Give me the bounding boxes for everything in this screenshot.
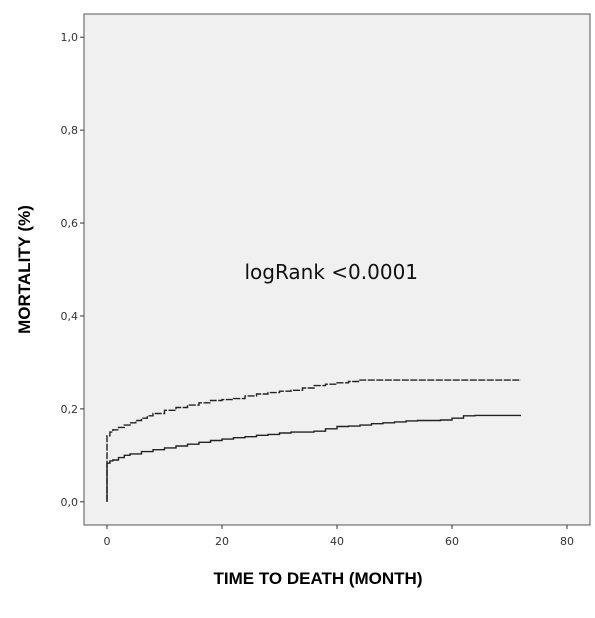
x-tick-label: 40 <box>330 535 344 548</box>
axes-layer: 0,0 0,2 0,4 0,6 0,8 1,0 0 20 40 60 80 <box>61 31 575 548</box>
y-axis-title: MORTALITY (%) <box>15 205 34 334</box>
logrank-annotation: logRank <0.0001 <box>244 260 418 284</box>
y-tick-label: 0,2 <box>61 403 79 416</box>
plot-area <box>83 13 591 526</box>
x-tick-label: 0 <box>104 535 111 548</box>
y-tick-label: 0,6 <box>61 217 79 230</box>
y-tick-label: 0,8 <box>61 124 79 137</box>
series-line-solid <box>106 414 521 502</box>
x-axis-title: TIME TO DEATH (MONTH) <box>213 569 422 588</box>
series-layer <box>106 379 521 502</box>
x-tick-label: 20 <box>215 535 229 548</box>
series-line-dashed <box>106 379 521 502</box>
x-tick-label: 60 <box>445 535 459 548</box>
y-tick-label: 1,0 <box>61 31 79 44</box>
y-tick-label: 0,4 <box>61 310 79 323</box>
x-tick-label: 80 <box>560 535 574 548</box>
y-tick-label: 0,0 <box>61 496 79 509</box>
